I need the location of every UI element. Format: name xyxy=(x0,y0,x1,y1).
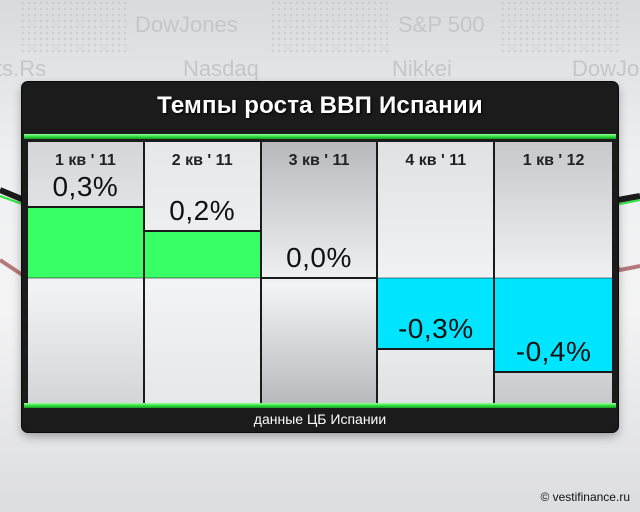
background-ticker: DowJones S&P 500 ts.Rs Nasdaq Nikkei Dow… xyxy=(0,0,640,95)
footer-line xyxy=(24,403,616,408)
category-label: 3 кв ' 11 xyxy=(288,152,350,169)
title-underline xyxy=(24,134,616,139)
value-marker-line xyxy=(261,277,377,279)
category-label: 1 кв ' 12 xyxy=(522,152,585,169)
bar xyxy=(28,207,143,278)
bar xyxy=(378,278,494,349)
category-label: 1 кв ' 11 xyxy=(55,152,116,169)
value-marker-line xyxy=(378,347,494,350)
baseline xyxy=(378,277,494,279)
bar-chart: 1 кв ' 11 0,3% 2 кв ' 11 0,2% 3 кв ' 11 0,0% 4… xyxy=(28,142,612,404)
chart-title: Темпы роста ВВП Испании xyxy=(157,92,483,119)
data-label: -0,3% xyxy=(397,312,474,344)
baseline xyxy=(495,277,612,279)
ticker-dots-3 xyxy=(500,0,620,54)
value-marker-line xyxy=(28,206,143,209)
bar xyxy=(495,278,612,373)
category-label: 2 кв ' 11 xyxy=(171,152,233,169)
value-marker-line xyxy=(495,371,612,374)
ticker-dowjones: DowJones xyxy=(135,12,238,37)
data-label: 0,2% xyxy=(169,194,236,226)
ticker-nikkei: Nikkei xyxy=(392,56,452,81)
value-marker-line xyxy=(144,229,260,232)
ticker-dowjones-2: DowJon xyxy=(572,56,640,81)
data-label: -0,4% xyxy=(515,336,592,368)
chart-column: 3 кв ' 11 0,0% xyxy=(261,142,377,404)
data-label: 0,3% xyxy=(52,171,119,203)
data-label: 0,0% xyxy=(286,242,352,273)
category-label: 4 кв ' 11 xyxy=(405,152,467,169)
ticker-dots-1 xyxy=(20,0,130,54)
ticker-dots-2 xyxy=(270,0,390,54)
chart-column: 1 кв ' 11 0,3% xyxy=(28,142,143,404)
watermark: © vestifinance.ru xyxy=(540,490,630,504)
chart-column: 1 кв ' 12 -0,4% xyxy=(495,142,612,404)
bar xyxy=(144,230,260,278)
ticker-sp500: S&P 500 xyxy=(398,12,485,37)
ticker-rts: ts.Rs xyxy=(0,56,47,81)
baseline xyxy=(28,277,143,279)
chart-column: 2 кв ' 11 0,2% xyxy=(144,142,260,404)
ticker-nasdaq: Nasdaq xyxy=(183,56,259,81)
baseline xyxy=(144,277,260,279)
chart-column: 4 кв ' 11 -0,3% xyxy=(378,142,494,404)
source-note: данные ЦБ Испании xyxy=(253,411,387,427)
